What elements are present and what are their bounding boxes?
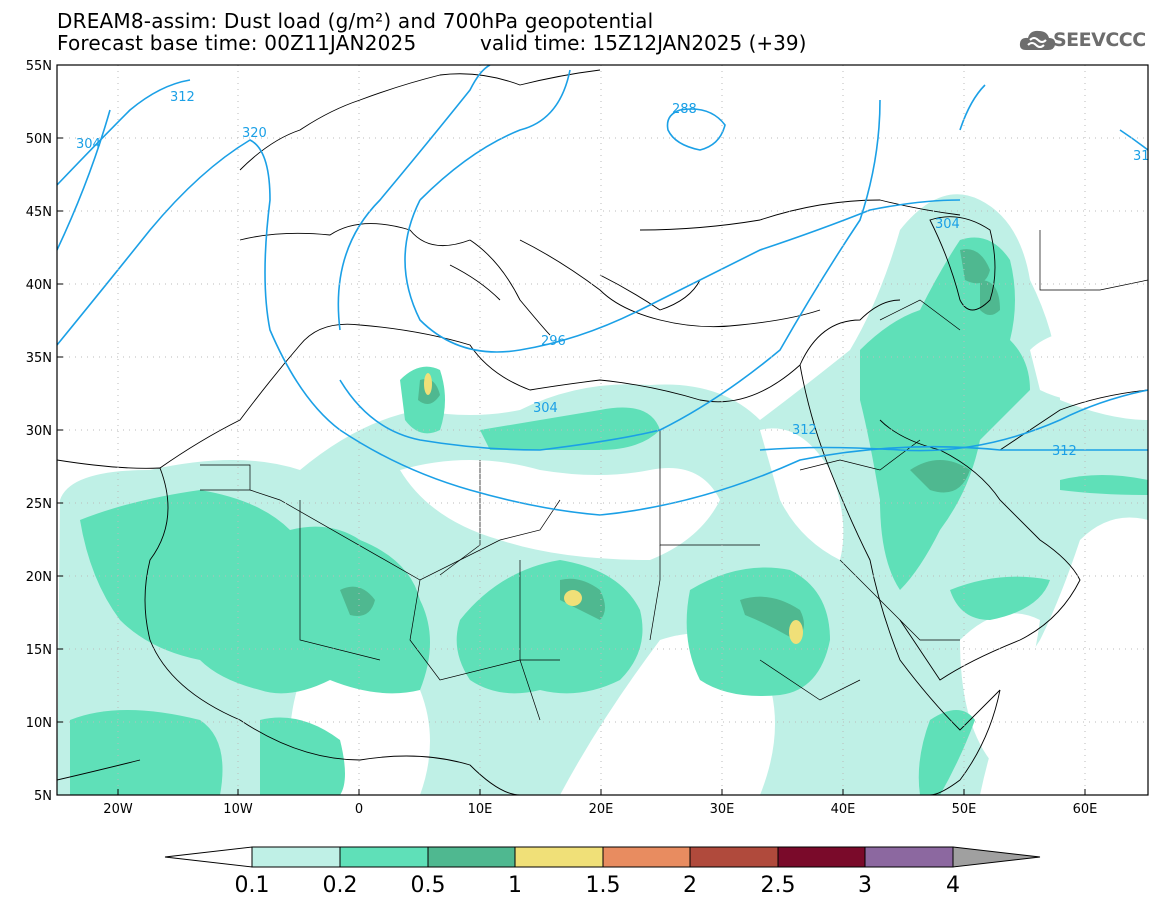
lat-label: 30N (26, 424, 52, 439)
coastline-layer (57, 69, 1148, 795)
lat-label: 50N (26, 132, 52, 147)
contour-label: 320 (242, 126, 267, 141)
colorbar-swatch (251, 846, 341, 868)
contour-label: 304 (76, 137, 101, 152)
lat-label: 25N (26, 497, 52, 512)
colorbar: 0.1 0.2 0.5 1 1.5 2 2.5 3 4 (164, 846, 1041, 898)
contour-label: 296 (541, 334, 566, 349)
lat-label: 45N (26, 205, 52, 220)
lon-label: 30E (710, 802, 735, 817)
colorbar-swatch (689, 846, 779, 868)
contour-296-main (337, 65, 491, 331)
valid-time: valid time: 15Z12JAN2025 (+39) (480, 31, 807, 55)
colorbar-label: 0.1 (235, 873, 270, 898)
colorbar-label: 0.2 (323, 873, 358, 898)
lon-label: 10W (223, 802, 253, 817)
lon-label: 20E (589, 802, 614, 817)
contour-labels: 312 304 320 288 296 304 312 312 304 31 (76, 90, 1150, 459)
lat-label: 20N (26, 570, 52, 585)
colorbar-swatch (777, 846, 866, 868)
lon-label: 50E (952, 802, 977, 817)
contour-304-main (339, 99, 881, 451)
lon-label: 40E (831, 802, 856, 817)
lat-label: 35N (26, 351, 52, 366)
lat-label: 10N (26, 716, 52, 731)
colorbar-label: 1.5 (586, 873, 621, 898)
map-title: DREAM8-assim: Dust load (g/m²) and 700hP… (57, 9, 654, 33)
lon-label: 10E (468, 802, 493, 817)
colorbar-label: 2.5 (761, 873, 796, 898)
colorbar-low-arrow (164, 846, 253, 868)
latitude-labels: 55N 50N 45N 40N 35N 30N 25N 20N 15N 10N … (26, 59, 52, 804)
colorbar-label: 2 (683, 873, 697, 898)
forecast-base-time: Forecast base time: 00Z11JAN2025 (57, 31, 417, 55)
lat-label: 5N (34, 789, 52, 804)
colorbar-swatch (864, 846, 954, 868)
contour-320-west (57, 139, 1148, 516)
contour-312-west (57, 79, 191, 186)
lat-label: 55N (26, 59, 52, 74)
colorbar-swatch (514, 846, 604, 868)
contour-304-east (1119, 129, 1148, 151)
contour-label: 288 (672, 102, 697, 117)
lon-label: 0 (355, 802, 363, 817)
logo-text: SEEVCCC (1053, 29, 1146, 51)
contour-label: 304 (533, 401, 558, 416)
lat-label: 15N (26, 643, 52, 658)
lon-label: 60E (1073, 802, 1098, 817)
contour-east-arc (959, 84, 986, 131)
colorbar-label: 0.5 (411, 873, 446, 898)
geopotential-contours (57, 65, 1148, 516)
border-layer (200, 230, 1148, 721)
axis-ticks (57, 64, 1086, 796)
contour-label: 312 (792, 423, 817, 438)
lat-label: 40N (26, 278, 52, 293)
contour-label: 31 (1133, 149, 1150, 164)
colorbar-swatch (427, 846, 516, 868)
contour-label: 312 (170, 90, 195, 105)
contour-312-east (759, 389, 1148, 452)
cloud-logo-icon (1019, 30, 1056, 50)
contour-296-center (404, 69, 961, 353)
dust-field-layer (57, 194, 1148, 795)
colorbar-label: 1 (508, 873, 522, 898)
contour-label: 304 (935, 217, 960, 232)
contour-label: 312 (1052, 444, 1077, 459)
colorbar-swatch (602, 846, 691, 868)
colorbar-label: 3 (858, 873, 872, 898)
colorbar-swatch (339, 846, 429, 868)
contour-304-west (57, 109, 111, 251)
longitude-labels: 20W 10W 0 10E 20E 30E 40E 50E 60E (103, 802, 1097, 817)
contour-288 (666, 108, 726, 151)
colorbar-label: 4 (946, 873, 960, 898)
lon-label: 20W (103, 802, 133, 817)
colorbar-high-arrow (952, 846, 1041, 868)
